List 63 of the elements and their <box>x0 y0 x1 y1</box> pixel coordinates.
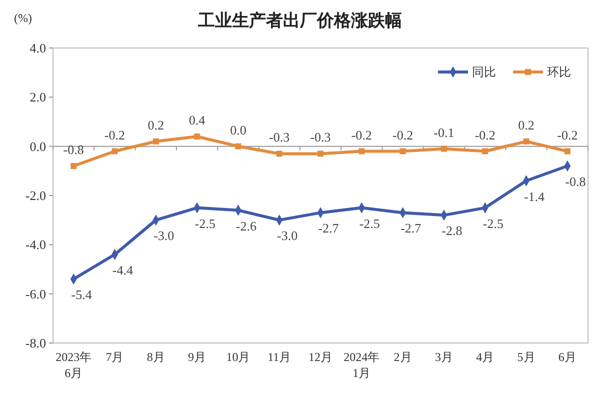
data-label: -0.3 <box>310 130 331 145</box>
point <box>235 143 242 150</box>
x-tick-label: 12月 <box>308 350 332 364</box>
x-tick-label: 2023年 6月 <box>56 350 92 380</box>
data-label: -0.8 <box>565 174 586 189</box>
x-tick-label: 6月 <box>558 350 576 364</box>
data-label: -2.6 <box>236 218 257 234</box>
x-tick-label: 7月 <box>106 350 124 364</box>
data-label: -0.2 <box>392 127 414 142</box>
y-tick-label: -2.0 <box>25 188 46 204</box>
point <box>523 138 530 144</box>
point <box>70 163 77 169</box>
data-label: -0.8 <box>63 142 84 157</box>
data-label: -3.0 <box>154 228 174 244</box>
data-label: -2.7 <box>318 220 340 236</box>
legend-label: 环比 <box>547 65 571 80</box>
data-label: -0.2 <box>104 127 126 142</box>
y-tick-label: -8.0 <box>25 336 46 351</box>
data-label: -2.5 <box>482 216 504 231</box>
point <box>400 148 406 154</box>
x-tick-label: 2月 <box>394 350 412 364</box>
data-label: -0.2 <box>474 127 496 142</box>
y-tick-label: 2.0 <box>30 90 46 105</box>
data-label: 0.2 <box>148 117 164 132</box>
data-label: -2.7 <box>400 220 422 236</box>
point <box>564 148 570 154</box>
data-label: -2.8 <box>442 223 462 238</box>
data-label: -4.4 <box>112 262 134 278</box>
data-label: 0.0 <box>230 122 246 138</box>
x-tick-label: 4月 <box>476 350 494 364</box>
y-tick-label: -4.0 <box>25 237 46 252</box>
x-tick-label: 10月 <box>226 350 250 364</box>
y-axis-title: (%) <box>14 11 32 25</box>
point <box>276 150 282 157</box>
data-label: -0.3 <box>269 130 290 145</box>
point <box>440 146 447 152</box>
point <box>152 138 159 144</box>
y-tick-label: 4.0 <box>30 40 46 56</box>
data-label: -3.0 <box>277 228 298 244</box>
data-label: -2.5 <box>359 216 380 231</box>
data-label: 0.2 <box>518 117 534 132</box>
data-label: 0.4 <box>188 112 206 128</box>
x-tick-label: 8月 <box>146 350 165 364</box>
x-tick-label: 5月 <box>517 350 536 364</box>
data-label: -2.5 <box>194 216 216 231</box>
x-tick-label: 9月 <box>188 350 206 364</box>
point <box>358 148 365 154</box>
legend-label: 同比 <box>472 65 496 80</box>
point <box>482 148 488 154</box>
point <box>112 148 118 154</box>
point <box>318 150 324 157</box>
y-tick-label: 0.0 <box>30 138 46 154</box>
x-tick-label: 3月 <box>434 350 453 364</box>
y-tick-label: -6.0 <box>25 286 46 302</box>
data-label: -0.1 <box>434 124 454 140</box>
x-tick-label: 11月 <box>268 350 292 364</box>
chart-title: 工业生产者出厂价格涨跌幅 <box>197 11 402 31</box>
data-label: -0.2 <box>557 127 578 142</box>
x-tick-label: 2024年 1月 <box>344 350 380 380</box>
point <box>194 134 200 140</box>
data-label: -1.4 <box>524 188 546 204</box>
data-label: -5.4 <box>71 287 92 302</box>
data-label: -0.2 <box>351 127 372 142</box>
